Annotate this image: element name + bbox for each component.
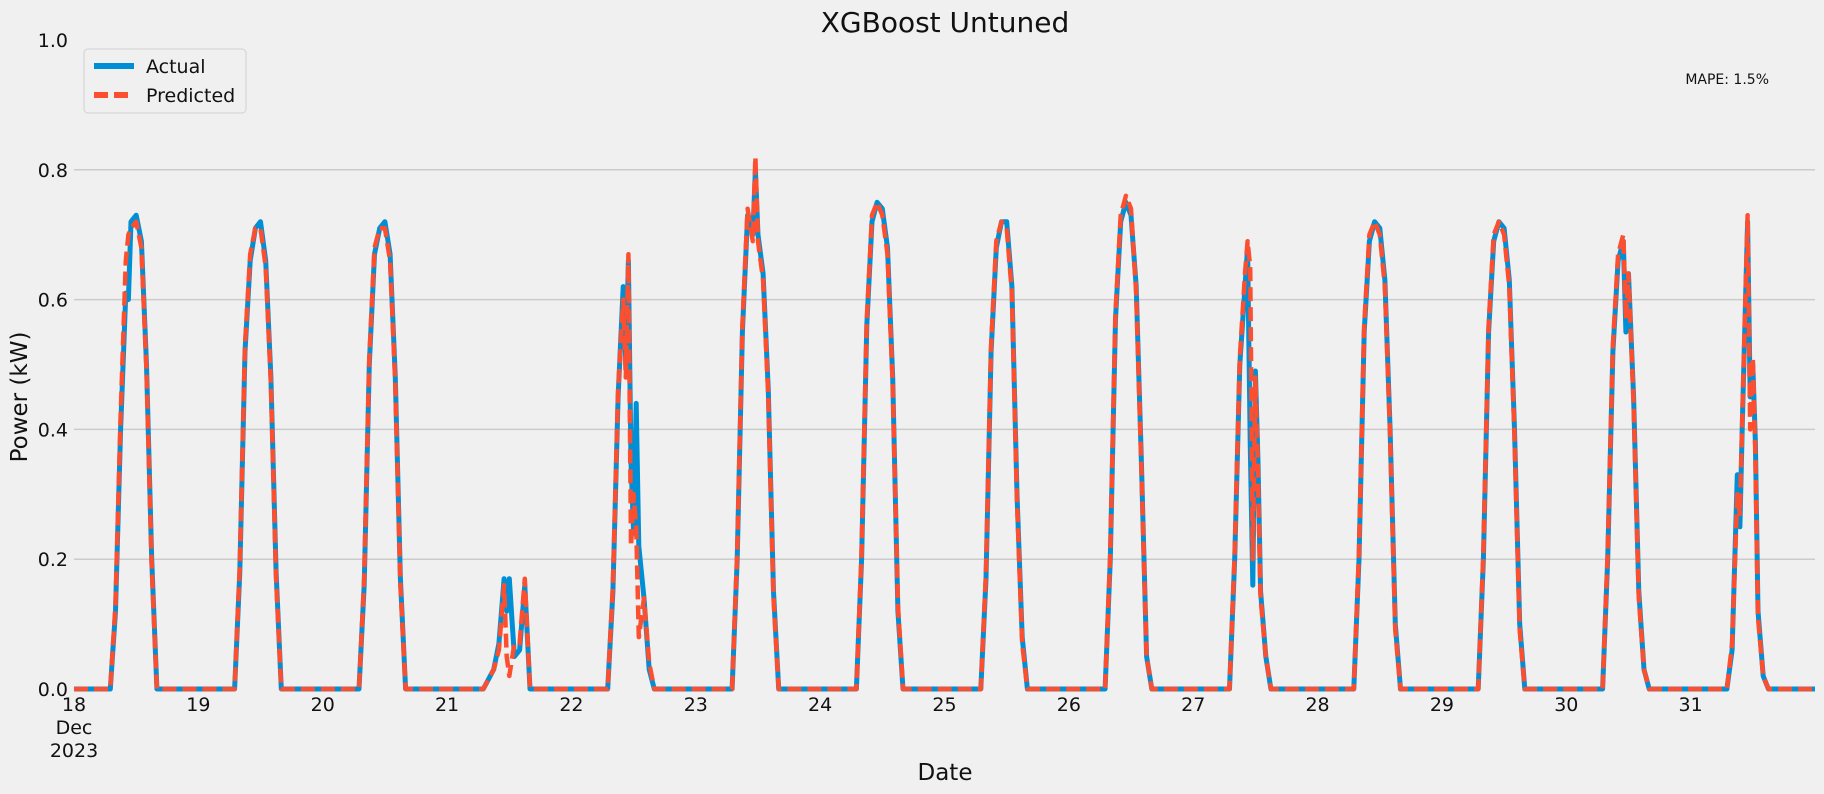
- x-tick-label: 28: [1305, 694, 1329, 716]
- mape-annotation: MAPE: 1.5%: [1685, 72, 1769, 88]
- y-tick-label: 1.0: [38, 30, 68, 52]
- x-tick-label: 30: [1554, 694, 1578, 716]
- x-tick-sublabel: Dec: [56, 717, 93, 739]
- x-tick-label: 24: [808, 694, 832, 716]
- legend-label-predicted: Predicted: [146, 85, 235, 107]
- x-tick-label: 25: [932, 694, 956, 716]
- chart-title: XGBoost Untuned: [821, 6, 1070, 39]
- y-tick-label: 0.8: [38, 160, 68, 182]
- x-tick-label: 22: [559, 694, 583, 716]
- x-tick-label: 27: [1181, 694, 1205, 716]
- legend-label-actual: Actual: [146, 56, 206, 78]
- x-tick-label: 23: [684, 694, 708, 716]
- x-tick-sublabel: 2023: [50, 740, 98, 762]
- x-tick-label: 29: [1430, 694, 1454, 716]
- series-line-predicted: [74, 154, 1815, 692]
- x-tick-label: 20: [311, 694, 335, 716]
- y-tick-label: 0.0: [38, 679, 68, 701]
- legend: Actual Predicted: [83, 48, 247, 114]
- x-tick-label: 19: [186, 694, 210, 716]
- x-axis-label: Date: [918, 760, 973, 786]
- y-tick-label: 0.6: [38, 290, 68, 312]
- x-tick-label: 31: [1679, 694, 1703, 716]
- x-tick-label: 18: [62, 694, 86, 716]
- y-tick-label: 0.4: [38, 419, 68, 441]
- x-tick-label: 21: [435, 694, 459, 716]
- y-tick-label: 0.2: [38, 549, 68, 571]
- y-tick-labels: 0.0 0.2 0.4 0.6 0.8 1.0: [38, 30, 68, 701]
- y-axis-label: Power (kW): [7, 332, 33, 463]
- series-layer: [74, 154, 1815, 692]
- x-tick-label: 26: [1057, 694, 1081, 716]
